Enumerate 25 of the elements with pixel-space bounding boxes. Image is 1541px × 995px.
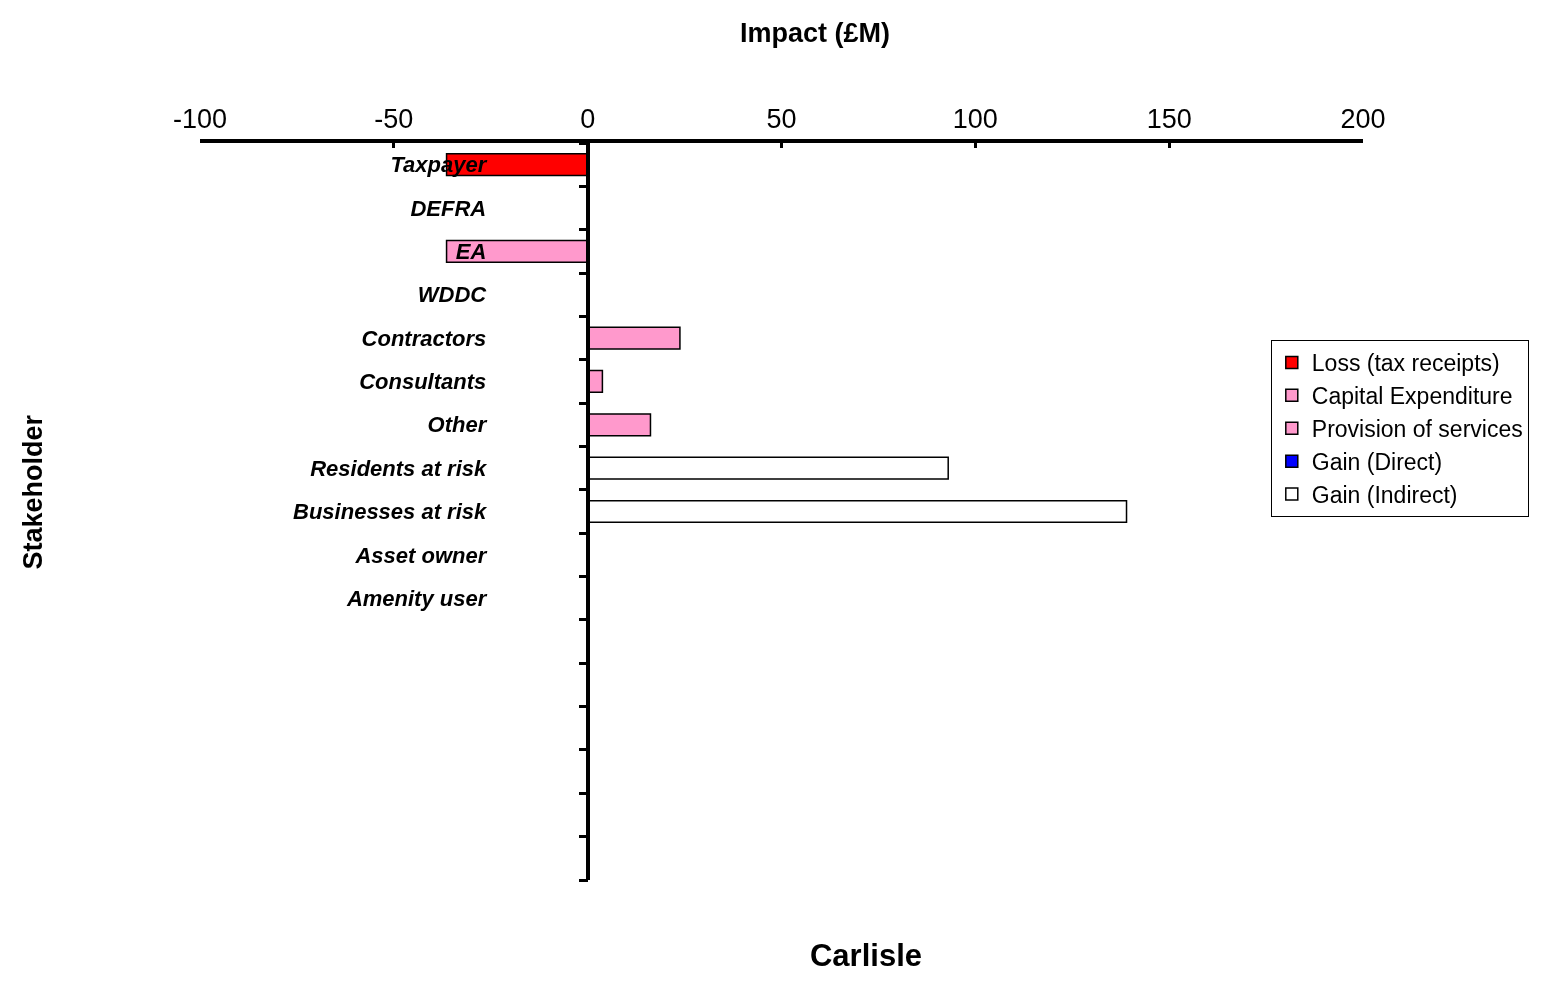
x-tick-label: -50 [374,104,414,135]
legend-label: Gain (Indirect) [1311,482,1458,509]
y-tick-label: Asset owner [354,542,488,568]
y-tick-label: Residents at risk [310,455,489,481]
x-tick-label: 200 [1340,104,1386,135]
y-tick-label: Contractors [361,325,487,351]
y-tick-label: Other [427,412,488,438]
y-tick-label: Amenity user [345,585,488,611]
y-tick-label: Businesses at risk [293,499,489,525]
legend-label: Gain (Direct) [1311,449,1443,476]
x-axis-title: Impact (£M) [740,18,891,48]
legend-label: Provision of services [1311,416,1523,443]
y-axis-title: Stakeholder [18,414,49,570]
y-tick-label: DEFRA [410,195,487,221]
x-tick-label: 0 [580,104,596,135]
x-tick-label: 150 [1146,104,1192,135]
x-tick-label: 50 [766,104,797,135]
legend-label: Capital Expenditure [1311,383,1513,410]
x-tick-label: -100 [172,104,228,135]
legend-label: Loss (tax receipts) [1311,350,1500,377]
y-tick-label: Consultants [359,369,487,395]
text: Carlisle [809,937,923,973]
y-tick-label: EA [455,239,487,265]
x-tick-label: 100 [952,104,998,135]
y-tick-label: WDDC [417,282,488,308]
